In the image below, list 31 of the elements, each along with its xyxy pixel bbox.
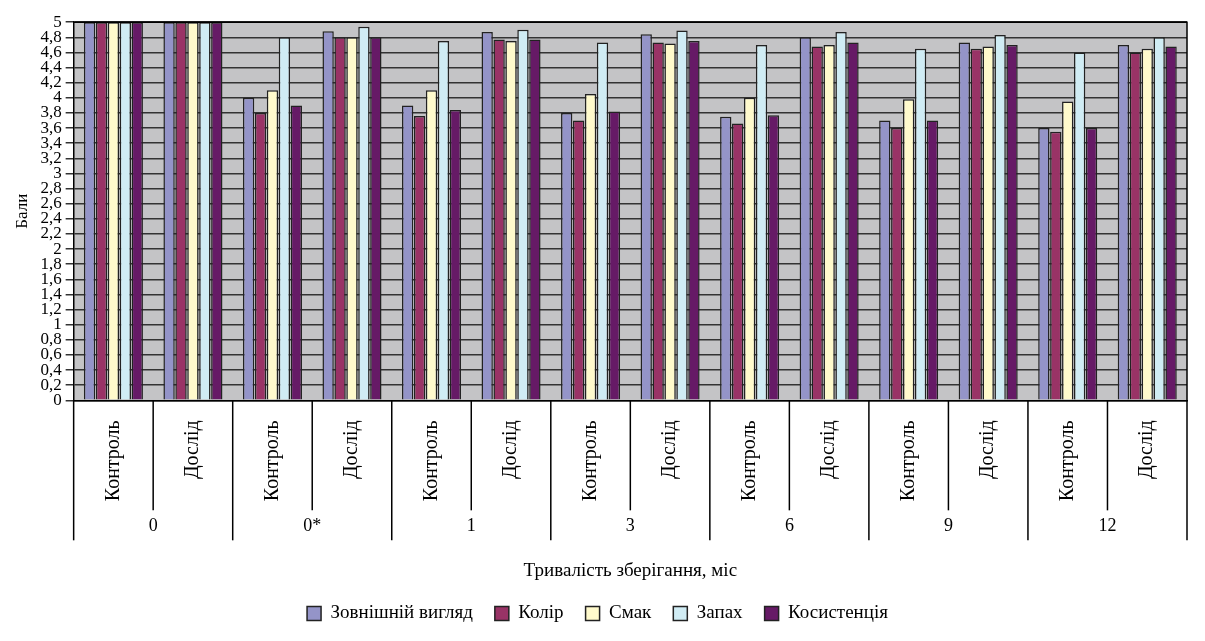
- y-tick-label: 5: [53, 11, 62, 31]
- x-tick-label: Контроль: [100, 420, 124, 502]
- text: 0: [148, 515, 158, 536]
- x-tick-label: Дослід: [657, 420, 681, 480]
- x-tick-label: Контроль: [736, 420, 760, 502]
- x-tick-label: Контроль: [895, 420, 919, 502]
- text: 3: [625, 515, 635, 536]
- x-tick-label: Контроль: [259, 420, 283, 502]
- legend-label: Колір: [518, 601, 564, 623]
- legend-label: Смак: [609, 601, 653, 623]
- text: 12: [1098, 515, 1117, 536]
- x-tick-label: Дослід: [339, 420, 363, 480]
- text: 9: [943, 515, 953, 536]
- text: 1: [466, 515, 476, 536]
- x-axis-title: Тривалість зберігання, міс: [523, 558, 738, 580]
- x-tick-label: Контроль: [1054, 420, 1078, 502]
- y-tick-label: 2: [53, 238, 62, 258]
- x-tick-label: Контроль: [418, 420, 442, 502]
- text: 6: [784, 515, 794, 536]
- y-axis-title: Бали: [11, 193, 31, 229]
- x-tick-label: Дослід: [975, 420, 999, 480]
- x-tick-label: Дослід: [498, 420, 522, 480]
- x-tick-label: Контроль: [577, 420, 601, 502]
- legend-label: Косистенція: [788, 601, 889, 623]
- y-tick-label: 0: [53, 389, 62, 409]
- legend-label: Запах: [696, 601, 744, 623]
- text: 0*: [303, 515, 322, 536]
- x-tick-label: Дослід: [816, 420, 840, 480]
- x-tick-label: Дослід: [180, 420, 204, 480]
- legend-label: Зовнішній вигляд: [330, 601, 474, 623]
- x-tick-label: Дослід: [1134, 420, 1158, 480]
